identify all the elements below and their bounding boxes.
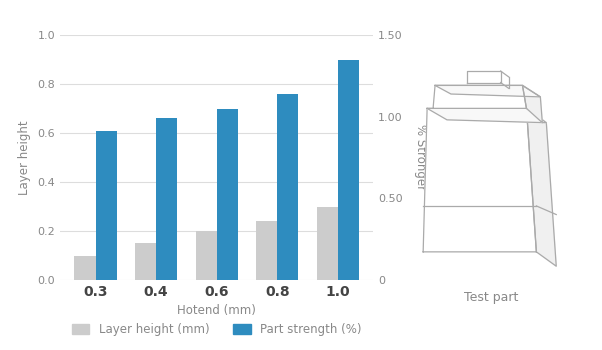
- Polygon shape: [527, 108, 556, 266]
- Polygon shape: [423, 108, 536, 252]
- Bar: [278, 94, 299, 280]
- Bar: [338, 60, 359, 280]
- Bar: [156, 118, 178, 280]
- Bar: [317, 206, 338, 280]
- Polygon shape: [467, 71, 501, 83]
- Bar: [256, 221, 278, 280]
- Polygon shape: [433, 85, 527, 108]
- Text: Test part: Test part: [464, 290, 518, 303]
- Y-axis label: Layer height: Layer height: [17, 120, 31, 195]
- Legend: Layer height (mm), Part strength (%): Layer height (mm), Part strength (%): [67, 318, 367, 341]
- Polygon shape: [435, 85, 541, 97]
- Bar: [96, 131, 117, 280]
- Bar: [196, 231, 217, 280]
- Bar: [75, 256, 96, 280]
- Y-axis label: % Stronger: % Stronger: [414, 125, 427, 190]
- Polygon shape: [523, 85, 542, 123]
- Bar: [217, 108, 238, 280]
- Polygon shape: [427, 108, 547, 123]
- Bar: [135, 243, 156, 280]
- X-axis label: Hotend (mm): Hotend (mm): [177, 304, 256, 317]
